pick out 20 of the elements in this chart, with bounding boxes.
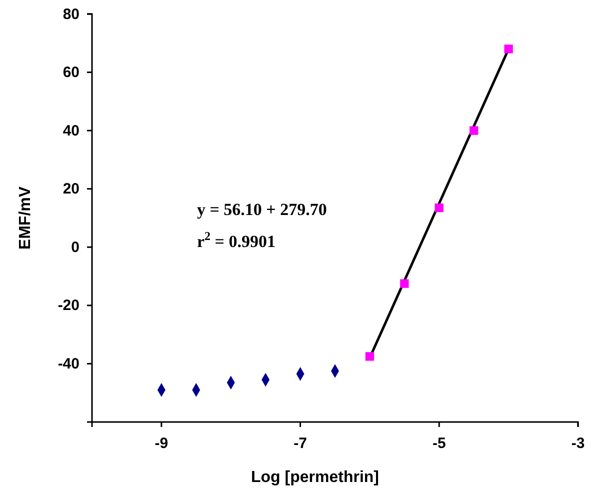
point — [400, 279, 409, 288]
point — [470, 126, 478, 135]
y-axis-title: EMF/mV — [17, 186, 34, 250]
point — [365, 352, 374, 361]
x-axis-title: Log [permethrin] — [251, 469, 379, 486]
annotation: r$^{2}$ = 0.9901 — [197, 229, 276, 251]
point — [504, 44, 513, 54]
y-tick-label: 40 — [62, 122, 80, 140]
y-tick-label: 80 — [62, 6, 80, 23]
y-tick-label: 0 — [71, 238, 80, 256]
y-tick-label: -40 — [58, 356, 80, 373]
point — [434, 203, 444, 212]
x-tick-label: -5 — [432, 435, 446, 452]
annotation: y = 56.10 + 279.70 — [197, 200, 327, 219]
y-tick-label: 20 — [62, 180, 80, 198]
y-tick-label: 60 — [62, 64, 80, 82]
x-tick-label: -7 — [294, 435, 307, 452]
y-tick-label: -20 — [58, 297, 80, 314]
x-tick-label: -9 — [154, 435, 168, 452]
x-tick-label: -3 — [571, 435, 585, 452]
